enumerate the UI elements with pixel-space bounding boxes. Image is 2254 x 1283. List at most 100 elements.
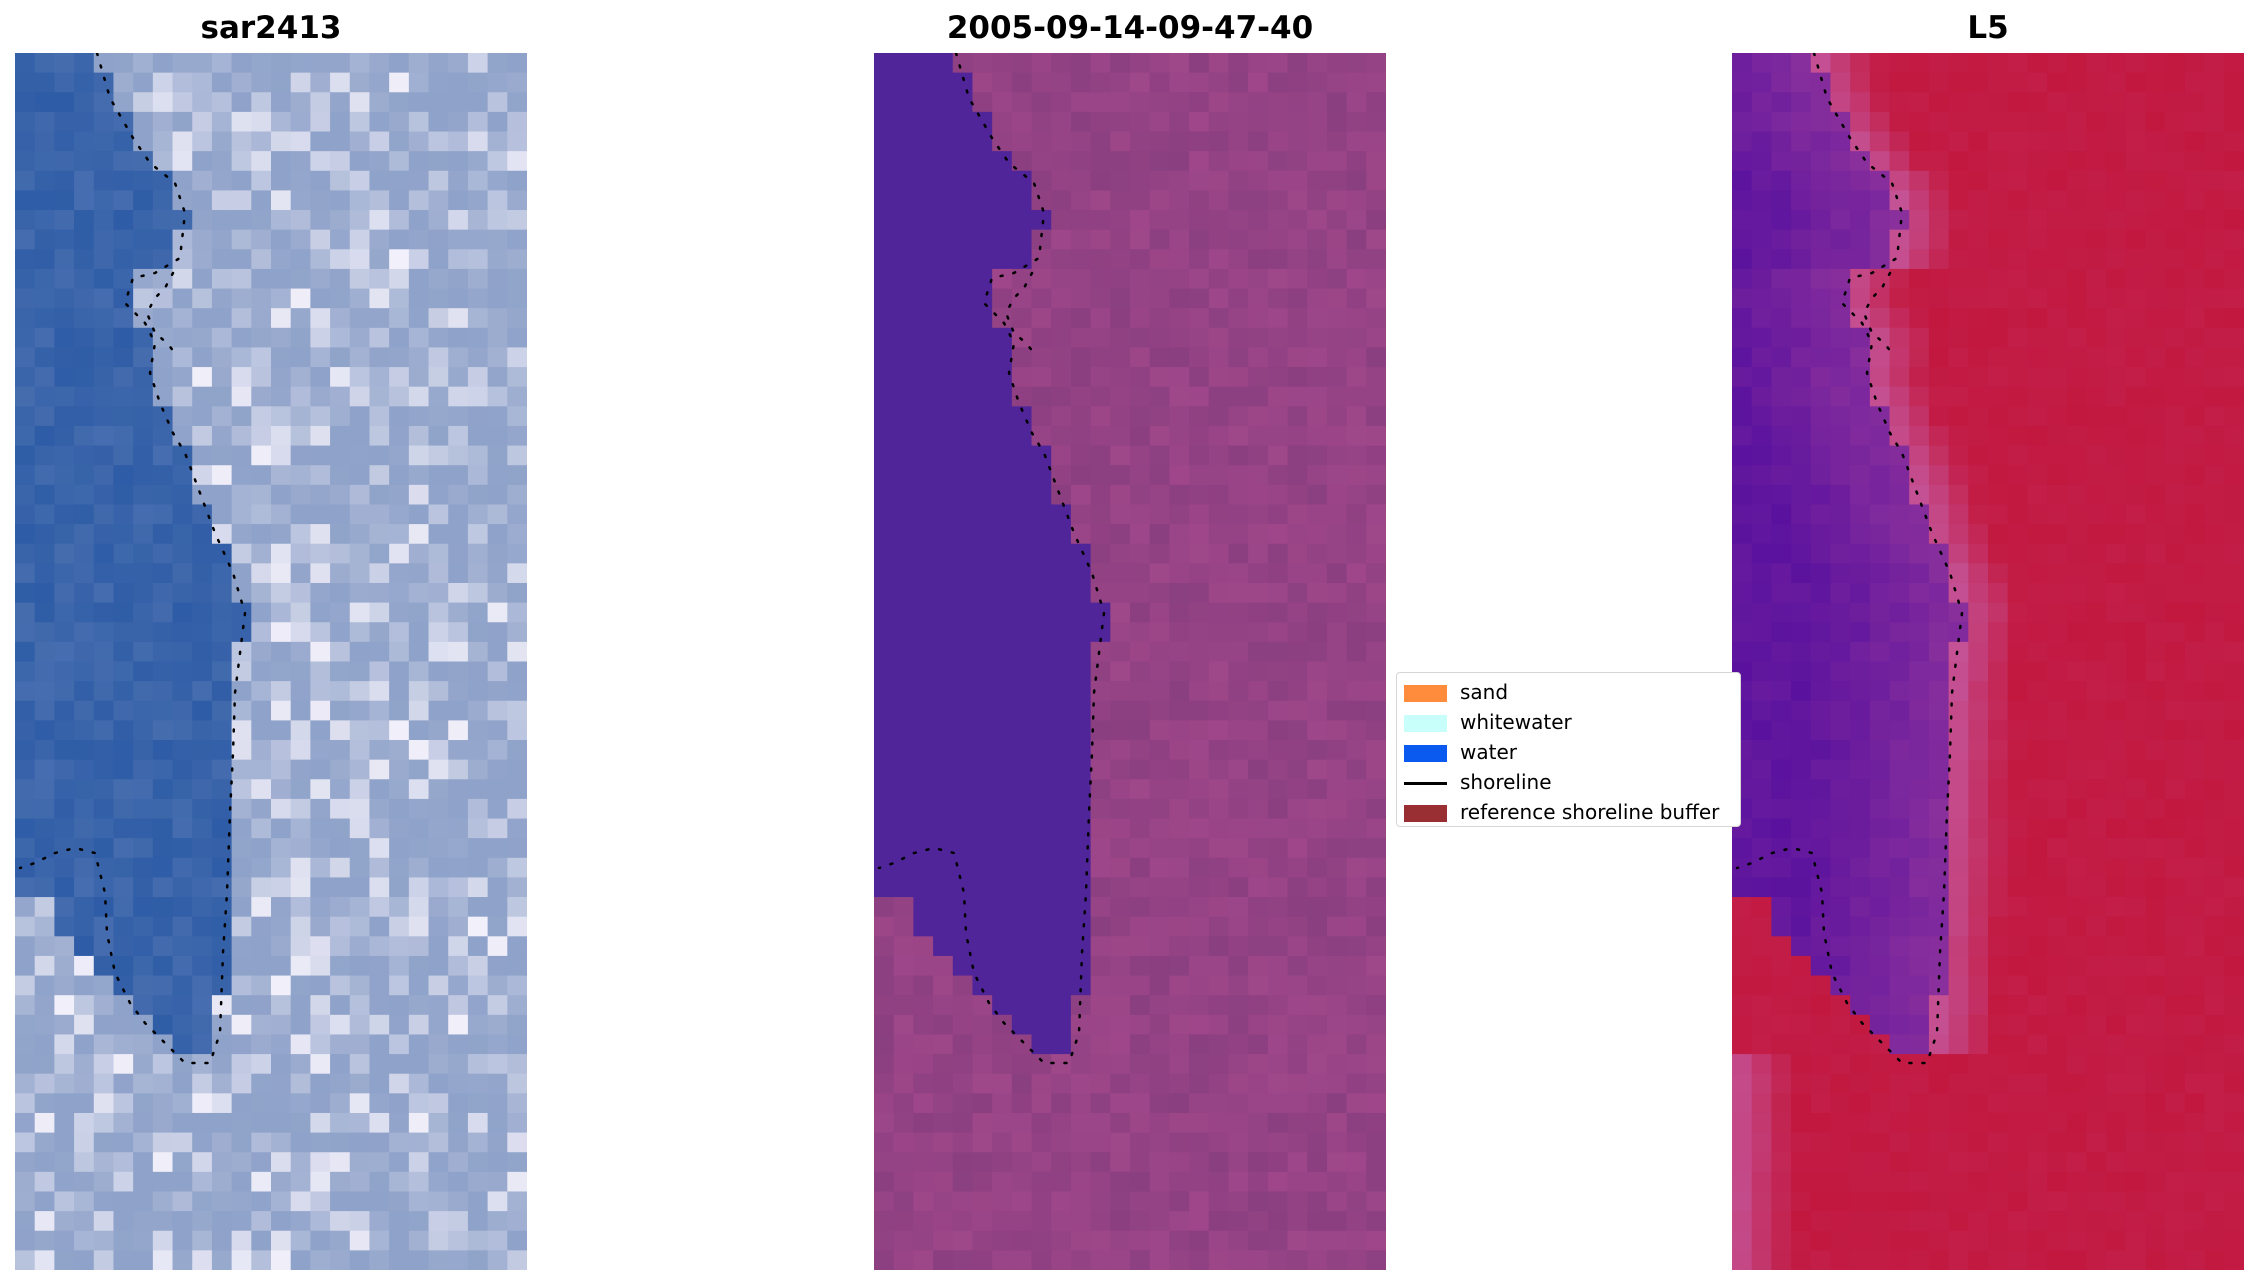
image-pixel bbox=[2184, 759, 2206, 780]
image-pixel bbox=[1366, 249, 1386, 270]
image-pixel bbox=[34, 1034, 55, 1055]
image-pixel bbox=[1850, 700, 1871, 721]
image-pixel bbox=[2027, 229, 2048, 250]
image-pixel bbox=[2165, 1093, 2186, 1114]
image-pixel bbox=[2224, 53, 2244, 74]
image-pixel bbox=[1889, 1054, 1910, 1075]
image-pixel bbox=[1909, 1112, 1930, 1134]
image-pixel bbox=[74, 1014, 95, 1036]
image-pixel bbox=[1988, 386, 2009, 407]
image-pixel bbox=[913, 661, 934, 682]
image-pixel bbox=[1208, 955, 1230, 977]
image-pixel bbox=[1287, 1171, 1308, 1193]
image-pixel bbox=[15, 151, 36, 172]
image-pixel bbox=[1189, 170, 1210, 191]
image-pixel bbox=[211, 1034, 233, 1055]
image-pixel bbox=[408, 622, 430, 643]
image-pixel bbox=[1771, 1034, 1792, 1055]
image-pixel bbox=[1326, 936, 1348, 957]
image-pixel bbox=[310, 170, 331, 191]
image-pixel bbox=[1149, 111, 1170, 133]
image-pixel bbox=[152, 838, 174, 859]
image-pixel bbox=[1287, 72, 1308, 93]
image-pixel bbox=[113, 53, 134, 74]
image-pixel bbox=[192, 602, 213, 623]
image-pixel bbox=[310, 504, 331, 525]
image-pixel bbox=[172, 1014, 193, 1036]
image-pixel bbox=[1307, 288, 1328, 309]
image-pixel bbox=[1011, 602, 1033, 623]
image-pixel bbox=[1248, 72, 1269, 93]
image-pixel bbox=[1307, 720, 1328, 741]
image-pixel bbox=[271, 543, 292, 564]
image-pixel bbox=[2204, 151, 2225, 172]
image-pixel bbox=[1771, 995, 1792, 1016]
image-pixel bbox=[1366, 916, 1386, 937]
image-pixel bbox=[992, 661, 1013, 682]
image-pixel bbox=[874, 1132, 895, 1153]
image-pixel bbox=[1248, 622, 1269, 643]
image-pixel bbox=[507, 190, 527, 211]
image-pixel bbox=[2106, 1112, 2127, 1134]
image-pixel bbox=[1130, 1093, 1151, 1114]
image-pixel bbox=[1830, 484, 1851, 506]
image-pixel bbox=[1169, 877, 1190, 898]
image-pixel bbox=[1208, 975, 1230, 996]
image-pixel bbox=[933, 229, 954, 250]
image-pixel bbox=[349, 720, 371, 741]
image-pixel bbox=[1267, 92, 1289, 113]
image-pixel bbox=[290, 1112, 311, 1134]
image-pixel bbox=[1869, 308, 1891, 329]
image-pixel bbox=[1732, 288, 1753, 309]
image-pixel bbox=[172, 1171, 193, 1193]
image-pixel bbox=[1189, 1034, 1210, 1055]
image-pixel bbox=[2027, 170, 2048, 191]
image-pixel bbox=[2106, 524, 2127, 545]
image-pixel bbox=[1968, 661, 1989, 682]
image-pixel bbox=[290, 504, 311, 525]
image-pixel bbox=[1988, 1230, 2009, 1251]
image-pixel bbox=[1791, 1014, 1812, 1036]
image-pixel bbox=[1169, 484, 1190, 506]
image-pixel bbox=[113, 445, 134, 466]
image-pixel bbox=[74, 857, 95, 879]
image-pixel bbox=[54, 1014, 75, 1036]
image-pixel bbox=[1110, 72, 1131, 93]
image-pixel bbox=[1208, 681, 1230, 702]
image-pixel bbox=[1248, 1171, 1269, 1193]
image-pixel bbox=[448, 1093, 469, 1114]
image-pixel bbox=[1169, 740, 1190, 761]
image-pixel bbox=[467, 484, 489, 506]
image-pixel bbox=[251, 92, 272, 113]
image-pixel bbox=[1031, 249, 1052, 270]
image-pixel bbox=[1248, 1250, 1269, 1270]
image-pixel bbox=[2125, 406, 2147, 427]
image-pixel bbox=[1791, 465, 1812, 486]
image-pixel bbox=[2204, 1250, 2225, 1270]
image-pixel bbox=[1326, 425, 1348, 447]
image-pixel bbox=[1732, 268, 1753, 290]
image-pixel bbox=[1011, 210, 1033, 231]
image-pixel bbox=[192, 798, 213, 820]
image-pixel bbox=[1366, 386, 1386, 407]
image-pixel bbox=[1791, 1132, 1812, 1153]
image-pixel bbox=[74, 1191, 95, 1212]
image-pixel bbox=[1189, 1230, 1210, 1251]
image-pixel bbox=[1830, 563, 1851, 584]
image-pixel bbox=[310, 92, 331, 113]
image-pixel bbox=[1051, 524, 1072, 545]
image-pixel bbox=[1070, 1112, 1092, 1134]
image-pixel bbox=[1326, 170, 1348, 191]
image-pixel bbox=[349, 916, 371, 937]
image-pixel bbox=[2007, 504, 2028, 525]
image-pixel bbox=[389, 1230, 410, 1251]
image-pixel bbox=[1090, 151, 1111, 172]
image-pixel bbox=[1909, 563, 1930, 584]
image-pixel bbox=[15, 72, 36, 93]
image-pixel bbox=[1791, 779, 1812, 800]
image-pixel bbox=[93, 72, 115, 93]
image-pixel bbox=[349, 151, 371, 172]
image-pixel bbox=[1988, 798, 2009, 820]
image-pixel bbox=[2184, 111, 2206, 133]
image-pixel bbox=[93, 1171, 115, 1193]
